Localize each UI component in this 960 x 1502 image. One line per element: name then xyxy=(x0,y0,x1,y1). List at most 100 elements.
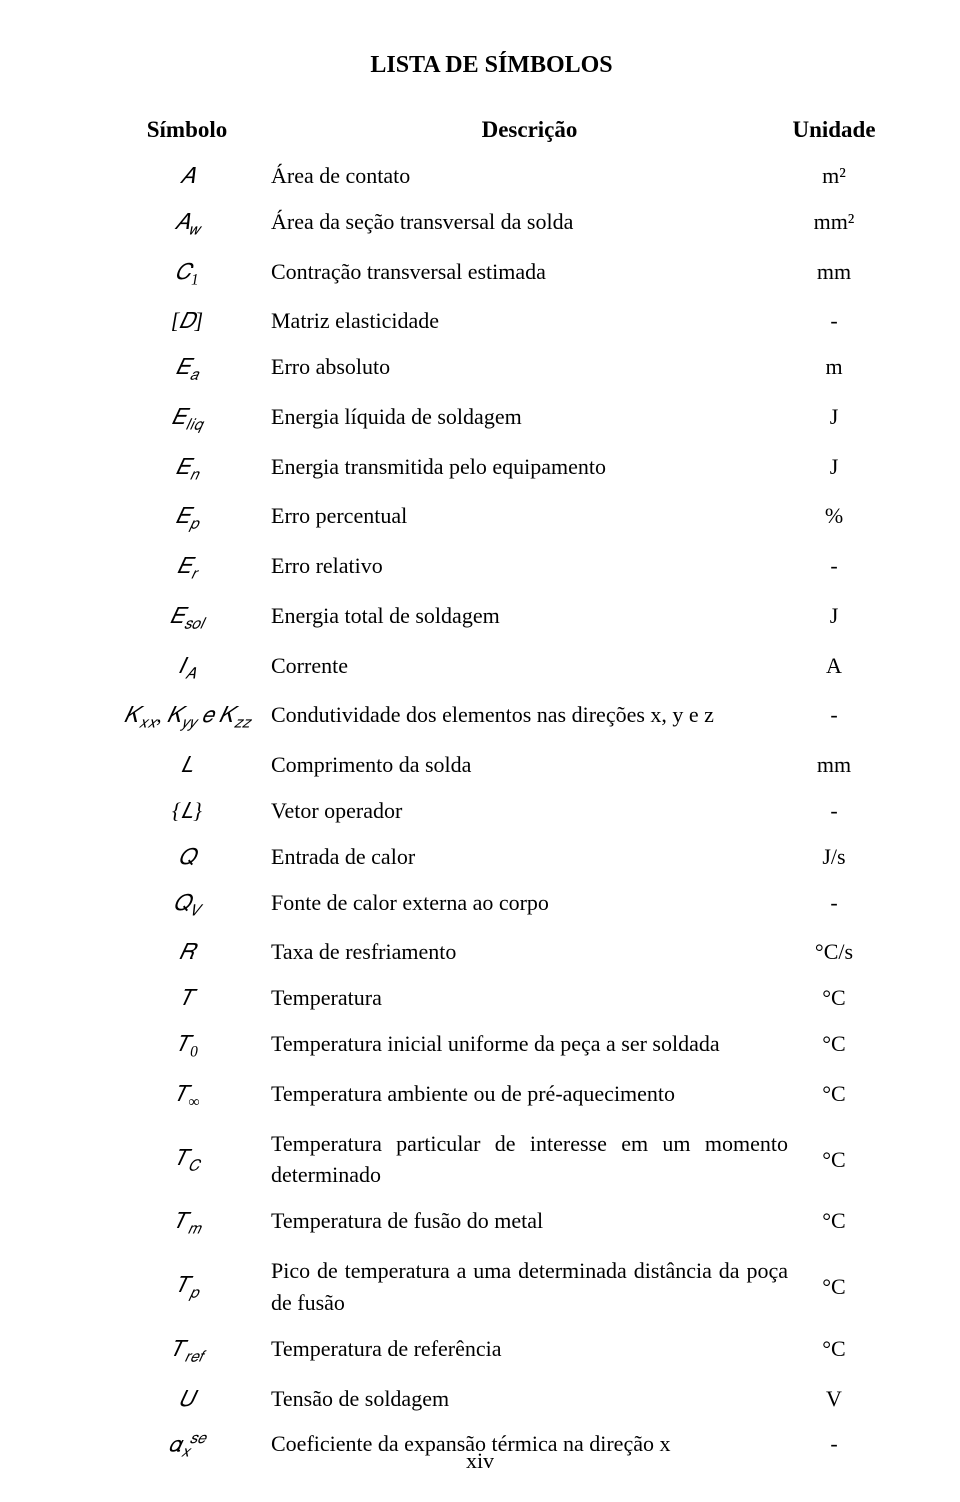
symbol-cell: 𝑇𝑝 xyxy=(103,1248,271,1326)
unit-cell: - xyxy=(788,788,880,834)
symbol-cell: 𝑇𝑟𝑒𝑓 xyxy=(103,1326,271,1376)
unit-cell: m² xyxy=(788,153,880,199)
unit-cell: m xyxy=(788,344,880,394)
description-cell: Matriz elasticidade xyxy=(271,298,788,344)
description-cell: Entrada de calor xyxy=(271,834,788,880)
symbol-cell: 𝑇𝐶 xyxy=(103,1121,271,1199)
unit-cell: °C xyxy=(788,1248,880,1326)
unit-cell: °C xyxy=(788,1121,880,1199)
table-row: 𝐾𝑥𝑥, 𝐾𝑦𝑦 𝑒 𝐾𝑧𝑧Condutividade dos elemento… xyxy=(103,692,880,742)
table-row: 𝐴𝑤Área da seção transversal da soldamm² xyxy=(103,199,880,249)
symbol-cell: 𝑈 xyxy=(103,1376,271,1422)
table-row: 𝐸𝑟Erro relativo- xyxy=(103,543,880,593)
description-cell: Temperatura particular de interesse em u… xyxy=(271,1121,788,1199)
symbol-cell: 𝑇𝑚 xyxy=(103,1198,271,1248)
header-unit: Unidade xyxy=(788,117,880,153)
unit-cell: °C/s xyxy=(788,929,880,975)
symbol-cell: 𝐸𝑎 xyxy=(103,344,271,394)
description-cell: Área da seção transversal da solda xyxy=(271,199,788,249)
description-cell: Energia total de soldagem xyxy=(271,593,788,643)
symbol-cell: 𝐸𝑝 xyxy=(103,493,271,543)
description-cell: Área de contato xyxy=(271,153,788,199)
unit-cell: - xyxy=(788,298,880,344)
page-title: LISTA DE SÍMBOLOS xyxy=(103,52,880,79)
unit-cell: V xyxy=(788,1376,880,1422)
unit-cell: - xyxy=(788,692,880,742)
table-row: {𝐿}Vetor operador- xyxy=(103,788,880,834)
table-row: 𝑅Taxa de resfriamento°C/s xyxy=(103,929,880,975)
unit-cell: - xyxy=(788,543,880,593)
description-cell: Erro percentual xyxy=(271,493,788,543)
symbol-cell: {𝐿} xyxy=(103,788,271,834)
table-row: 𝐼𝐴CorrenteA xyxy=(103,643,880,693)
table-row: 𝑇𝐶Temperatura particular de interesse em… xyxy=(103,1121,880,1199)
unit-cell: - xyxy=(788,880,880,930)
symbol-cell: 𝐶1 xyxy=(103,249,271,299)
unit-cell: °C xyxy=(788,1198,880,1248)
symbol-cell: 𝑅 xyxy=(103,929,271,975)
symbol-cell: [𝐷] xyxy=(103,298,271,344)
symbol-cell: 𝐴 xyxy=(103,153,271,199)
description-cell: Comprimento da solda xyxy=(271,742,788,788)
description-cell: Tensão de soldagem xyxy=(271,1376,788,1422)
unit-cell: mm² xyxy=(788,199,880,249)
table-row: 𝑇Temperatura°C xyxy=(103,975,880,1021)
description-cell: Contração transversal estimada xyxy=(271,249,788,299)
description-cell: Vetor operador xyxy=(271,788,788,834)
unit-cell: °C xyxy=(788,1071,880,1121)
symbol-cell: 𝑇∞ xyxy=(103,1071,271,1121)
unit-cell: % xyxy=(788,493,880,543)
table-row: 𝑇𝑝Pico de temperatura a uma determinada … xyxy=(103,1248,880,1326)
description-cell: Pico de temperatura a uma determinada di… xyxy=(271,1248,788,1326)
table-row: 𝑇𝑚Temperatura de fusão do metal°C xyxy=(103,1198,880,1248)
description-cell: Erro absoluto xyxy=(271,344,788,394)
description-cell: Temperatura ambiente ou de pré-aquecimen… xyxy=(271,1071,788,1121)
unit-cell: J xyxy=(788,444,880,494)
symbol-cell: 𝐾𝑥𝑥, 𝐾𝑦𝑦 𝑒 𝐾𝑧𝑧 xyxy=(103,692,271,742)
symbol-cell: 𝐴𝑤 xyxy=(103,199,271,249)
unit-cell: mm xyxy=(788,742,880,788)
unit-cell: mm xyxy=(788,249,880,299)
table-row: 𝑄𝑉Fonte de calor externa ao corpo- xyxy=(103,880,880,930)
table-row: 𝐸𝑛Energia transmitida pelo equipamentoJ xyxy=(103,444,880,494)
symbol-cell: 𝑇0 xyxy=(103,1021,271,1071)
unit-cell: °C xyxy=(788,1326,880,1376)
table-row: 𝐸𝑠𝑜𝑙Energia total de soldagemJ xyxy=(103,593,880,643)
table-row: 𝐴Área de contatom² xyxy=(103,153,880,199)
symbol-cell: 𝑄𝑉 xyxy=(103,880,271,930)
description-cell: Energia transmitida pelo equipamento xyxy=(271,444,788,494)
description-cell: Temperatura inicial uniforme da peça a s… xyxy=(271,1021,788,1071)
table-header-row: Símbolo Descrição Unidade xyxy=(103,117,880,153)
description-cell: Condutividade dos elementos nas direções… xyxy=(271,692,788,742)
unit-cell: J xyxy=(788,593,880,643)
table-row: [𝐷]Matriz elasticidade- xyxy=(103,298,880,344)
description-cell: Temperatura de fusão do metal xyxy=(271,1198,788,1248)
symbol-cell: 𝑇 xyxy=(103,975,271,1021)
symbol-cell: 𝐸𝑛 xyxy=(103,444,271,494)
description-cell: Temperatura de referência xyxy=(271,1326,788,1376)
unit-cell: J xyxy=(788,394,880,444)
symbol-cell: 𝐸𝑟 xyxy=(103,543,271,593)
table-row: 𝑇0Temperatura inicial uniforme da peça a… xyxy=(103,1021,880,1071)
table-row: 𝑄Entrada de calorJ/s xyxy=(103,834,880,880)
header-description: Descrição xyxy=(271,117,788,153)
unit-cell: °C xyxy=(788,975,880,1021)
table-row: 𝐶1Contração transversal estimadamm xyxy=(103,249,880,299)
table-row: 𝐸𝑝Erro percentual% xyxy=(103,493,880,543)
description-cell: Temperatura xyxy=(271,975,788,1021)
table-row: 𝐸𝑎Erro absolutom xyxy=(103,344,880,394)
description-cell: Fonte de calor externa ao corpo xyxy=(271,880,788,930)
table-row: 𝑇∞Temperatura ambiente ou de pré-aquecim… xyxy=(103,1071,880,1121)
symbols-table: Símbolo Descrição Unidade 𝐴Área de conta… xyxy=(103,117,880,1472)
table-row: 𝐸𝑙𝑖𝑞Energia líquida de soldagemJ xyxy=(103,394,880,444)
description-cell: Corrente xyxy=(271,643,788,693)
unit-cell: J/s xyxy=(788,834,880,880)
symbol-cell: 𝑄 xyxy=(103,834,271,880)
symbol-cell: 𝐿 xyxy=(103,742,271,788)
symbol-cell: 𝐸𝑠𝑜𝑙 xyxy=(103,593,271,643)
table-row: 𝑇𝑟𝑒𝑓Temperatura de referência°C xyxy=(103,1326,880,1376)
symbol-cell: 𝐼𝐴 xyxy=(103,643,271,693)
table-body: 𝐴Área de contatom²𝐴𝑤Área da seção transv… xyxy=(103,153,880,1472)
header-symbol: Símbolo xyxy=(103,117,271,153)
symbol-cell: 𝐸𝑙𝑖𝑞 xyxy=(103,394,271,444)
